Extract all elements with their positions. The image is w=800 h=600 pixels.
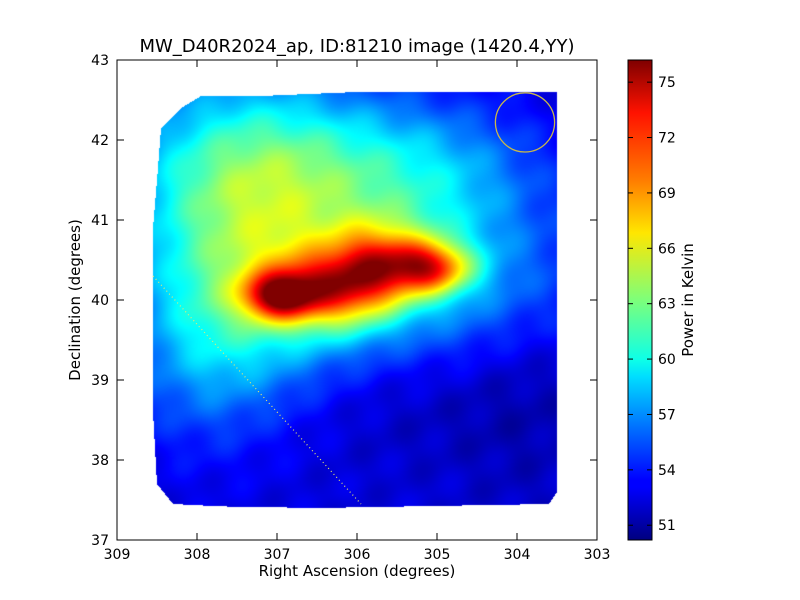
colorbar-tick-label: 51	[658, 518, 676, 534]
x-tick-label: 306	[344, 547, 371, 563]
colorbar-tick-label: 60	[658, 352, 676, 368]
colorbar-tick-label: 69	[658, 186, 676, 202]
x-tick-label: 304	[504, 547, 531, 563]
y-tick-label: 40	[91, 293, 109, 309]
colorbar-tick-label: 72	[658, 131, 676, 147]
x-tick-label: 307	[264, 547, 291, 563]
colorbar-ticks: 51 54 57 60 63 66 69 72 75	[628, 75, 676, 534]
x-tick-label: 305	[424, 547, 451, 563]
y-tick-label: 39	[91, 373, 109, 389]
colorbar-tick-label: 63	[658, 297, 676, 313]
y-tick-label: 41	[91, 213, 109, 229]
colorbar-tick-label: 54	[658, 463, 676, 479]
colorbar: 51 54 57 60 63 66 69 72 75 Power in Kelvin	[627, 59, 697, 541]
colorbar-label: Power in Kelvin	[679, 243, 697, 357]
y-tick-label: 37	[91, 533, 109, 549]
x-tick-label: 309	[104, 547, 131, 563]
x-tick-label: 308	[184, 547, 211, 563]
y-tick-label: 43	[91, 53, 109, 69]
x-axis-ticks: 309 308 307 306 305 304 303	[104, 60, 611, 563]
colorbar-tick-label: 75	[658, 75, 676, 91]
chart-title: MW_D40R2024_ap, ID:81210 image (1420.4,Y…	[139, 36, 574, 57]
x-tick-label: 303	[584, 547, 611, 563]
plot-area	[117, 60, 597, 540]
y-tick-label: 38	[91, 453, 109, 469]
y-tick-label: 42	[91, 133, 109, 149]
beam-circle	[494, 92, 556, 153]
y-axis-ticks: 37 38 39 40 41 42 43	[91, 53, 597, 549]
colorbar-tick-label: 57	[658, 407, 676, 423]
colorbar-gradient	[627, 59, 653, 541]
y-axis-label: Declination (degrees)	[66, 219, 84, 381]
colorbar-tick-label: 66	[658, 241, 676, 257]
x-axis-label: Right Ascension (degrees)	[259, 562, 456, 580]
heatmap-image	[117, 60, 597, 540]
